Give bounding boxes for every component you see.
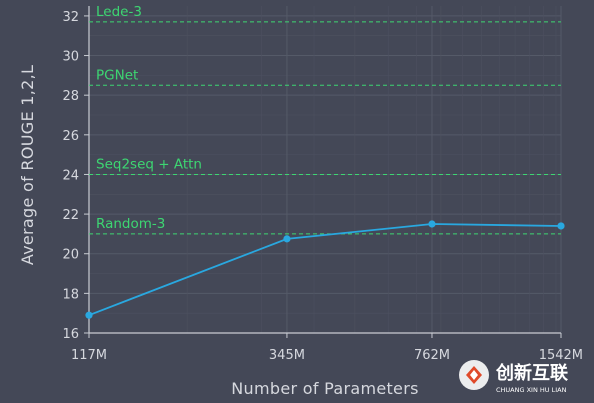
y-tick-label: 20 bbox=[62, 248, 79, 263]
x-tick-label: 762M bbox=[414, 348, 450, 363]
y-axis-label: Average of ROUGE 1,2,L bbox=[18, 65, 37, 265]
x-tick-label: 345M bbox=[269, 348, 305, 363]
tick-labels: 16 18 20 22 24 26 28 30 32 117M 345M 762M 1542M bbox=[62, 10, 583, 363]
reference-line-label: Lede-3 bbox=[96, 4, 142, 20]
watermark-logo-icon bbox=[459, 360, 489, 390]
x-tick-label: 117M bbox=[71, 348, 107, 363]
x-axis-label: Number of Parameters bbox=[231, 379, 418, 398]
watermark-brand: 创新互联 bbox=[495, 362, 568, 384]
y-tick-label: 22 bbox=[62, 208, 79, 223]
data-point bbox=[85, 311, 93, 319]
reference-lines: Lede-3 PGNet Seq2seq + Attn Random-3 bbox=[89, 4, 561, 235]
y-tick-label: 24 bbox=[62, 168, 79, 183]
series-layer bbox=[85, 220, 565, 319]
y-tick-label: 16 bbox=[62, 327, 79, 342]
data-point bbox=[557, 222, 565, 230]
y-tick-label: 28 bbox=[62, 89, 79, 104]
x-tick-label: 1542M bbox=[539, 348, 583, 363]
series-line bbox=[88, 223, 562, 317]
y-tick-label: 32 bbox=[62, 10, 79, 25]
y-tick-label: 30 bbox=[62, 50, 79, 65]
watermark: 创新互联 CHUANG XIN HU LIAN bbox=[459, 360, 568, 394]
y-tick-label: 18 bbox=[62, 287, 79, 302]
data-point bbox=[283, 235, 291, 243]
y-tick-label: 26 bbox=[62, 129, 79, 144]
watermark-sub: CHUANG XIN HU LIAN bbox=[496, 386, 567, 394]
axes bbox=[84, 6, 562, 338]
data-point bbox=[428, 220, 436, 228]
reference-line-label: Random-3 bbox=[96, 216, 165, 232]
reference-line-label: Seq2seq + Attn bbox=[96, 156, 202, 172]
reference-line-label: PGNet bbox=[96, 67, 138, 83]
